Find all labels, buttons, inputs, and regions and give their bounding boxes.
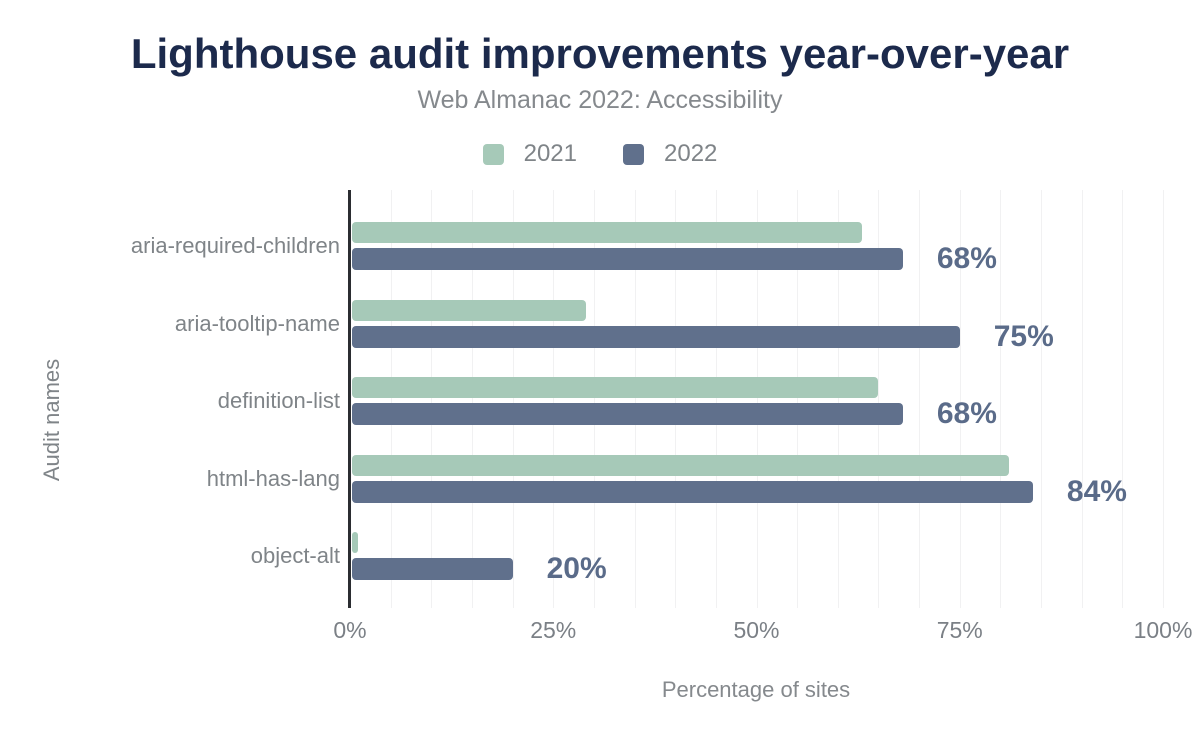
gridline-90pct — [1081, 190, 1083, 608]
legend-item-2021: 2021 — [482, 140, 577, 168]
chart-title: Lighthouse audit improvements year-over-… — [130, 30, 1070, 77]
gridline-60pct — [837, 190, 839, 608]
category-label-definition-list: definition-list — [217, 388, 340, 413]
bar-2022-aria-tooltip-name — [352, 325, 960, 348]
y-axis-title: Audit names — [39, 358, 64, 482]
x-axis-title: Percentage of sites — [661, 677, 851, 702]
bar-2021-aria-tooltip-name — [352, 299, 586, 321]
x-tick-100%: 100% — [1133, 617, 1193, 643]
gridline-100pct — [1163, 190, 1164, 608]
value-label-aria-tooltip-name: 75% — [993, 319, 1054, 353]
gridline-20pct — [512, 190, 514, 608]
chart-subtitle: Web Almanac 2022: Accessibility — [417, 86, 783, 114]
x-tick-0%: 0% — [333, 617, 367, 643]
x-tick-75%: 75% — [936, 617, 983, 643]
legend-label-2021: 2021 — [523, 140, 577, 167]
gridline-25pct — [553, 190, 555, 608]
x-tick-50%: 50% — [733, 617, 780, 643]
category-label-aria-required-children: aria-required-children — [130, 233, 340, 258]
bar-2021-object-alt — [352, 532, 359, 553]
x-tick-25%: 25% — [530, 617, 577, 643]
gridline-15pct — [471, 190, 473, 608]
gridline-35pct — [634, 190, 636, 608]
gridline-75pct — [959, 190, 961, 608]
value-label-html-has-lang: 84% — [1066, 474, 1127, 508]
bar-2021-definition-list — [352, 377, 879, 398]
value-label-definition-list: 68% — [936, 397, 997, 430]
value-label-aria-required-children: 68% — [936, 242, 997, 275]
bar-2022-object-alt — [352, 558, 513, 580]
legend: 2021 2022 — [0, 140, 1200, 168]
gridline-40pct — [675, 190, 677, 608]
gridline-10pct — [431, 190, 433, 608]
gridline-95pct — [1122, 190, 1124, 608]
bar-2022-html-has-lang — [352, 480, 1033, 503]
gridline-55pct — [797, 190, 799, 608]
category-label-object-alt: object-alt — [250, 543, 340, 568]
legend-label-2022: 2022 — [664, 140, 718, 167]
gridline-5pct — [390, 190, 392, 608]
category-label-html-has-lang: html-has-lang — [206, 465, 340, 491]
gridline-45pct — [715, 190, 717, 608]
gridline-70pct — [919, 190, 921, 608]
legend-swatch-2021 — [482, 143, 504, 165]
value-label-object-alt: 20% — [546, 552, 607, 585]
gridline-50pct — [756, 190, 758, 608]
gridline-85pct — [1041, 190, 1043, 608]
legend-item-2022: 2022 — [623, 140, 717, 168]
category-label-aria-tooltip-name: aria-tooltip-name — [174, 310, 340, 336]
bar-2021-html-has-lang — [352, 454, 1009, 476]
y-axis-line — [348, 190, 351, 608]
legend-swatch-2022 — [623, 143, 644, 165]
gridline-65pct — [878, 190, 880, 608]
bar-2022-definition-list — [352, 403, 903, 425]
bar-2021-aria-required-children — [352, 222, 863, 243]
gridline-80pct — [1000, 190, 1002, 608]
bar-2022-aria-required-children — [352, 248, 903, 270]
gridline-30pct — [593, 190, 595, 608]
